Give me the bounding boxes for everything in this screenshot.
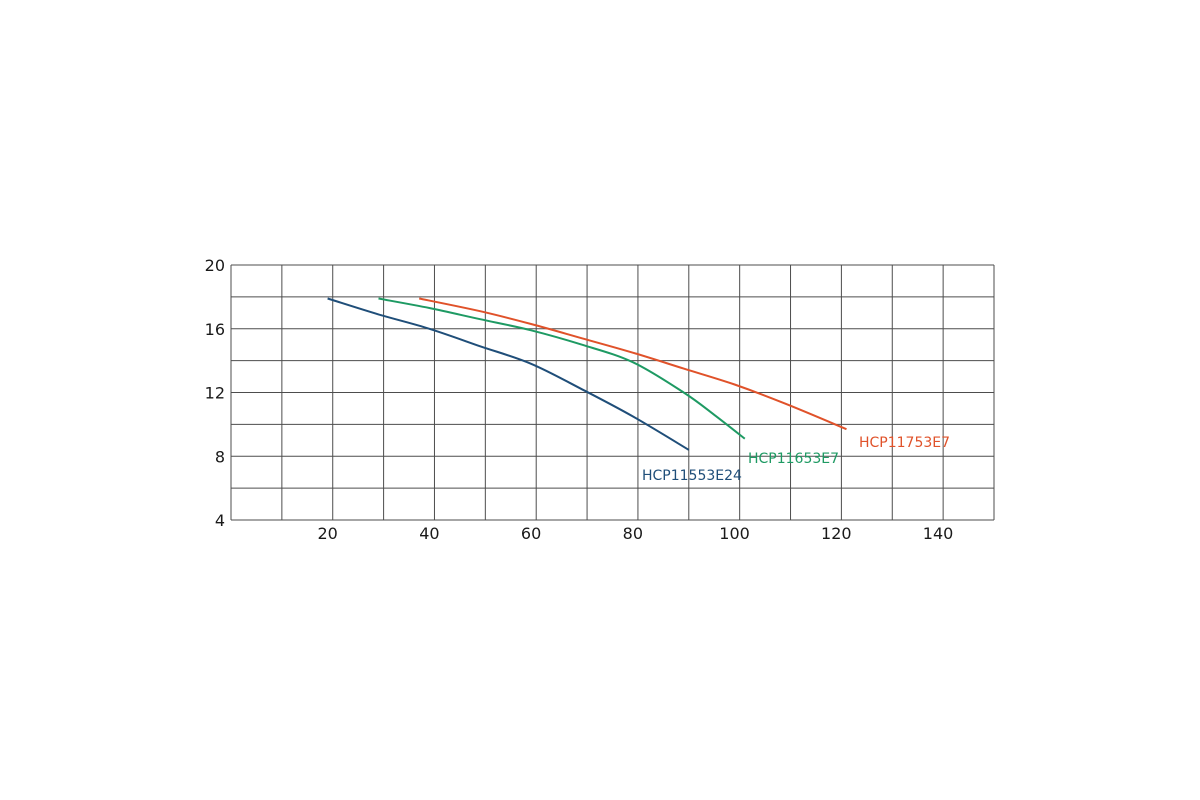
x-tick-label: 40 [419, 524, 439, 543]
y-tick-label: 8 [215, 447, 225, 466]
x-axis-ticks: 20 40 60 80 100 120 140 [317, 524, 953, 543]
x-tick-label: 80 [623, 524, 643, 543]
series-label-hcp11653e7: HCP11653E7 [748, 451, 839, 467]
y-tick-label: 4 [215, 511, 225, 530]
chart-grid [230, 264, 995, 521]
x-tick-label: 100 [719, 524, 750, 543]
y-tick-label: 20 [205, 256, 225, 275]
series-line-hcp11753e7 [418, 297, 847, 431]
y-axis-ticks: 4 8 12 16 20 [205, 256, 225, 530]
x-tick-label: 60 [521, 524, 541, 543]
chart-curves [327, 297, 847, 451]
x-tick-label: 120 [821, 524, 852, 543]
series-line-hcp11553e24 [327, 297, 690, 451]
series-line-hcp11653e7 [378, 297, 746, 440]
y-tick-label: 16 [205, 320, 225, 339]
y-tick-label: 12 [205, 384, 225, 403]
series-label-hcp11553e24: HCP11553E24 [642, 468, 742, 484]
series-label-hcp11753e7: HCP11753E7 [859, 435, 950, 451]
x-tick-label: 140 [923, 524, 954, 543]
x-tick-label: 20 [317, 524, 337, 543]
series-labels: HCP11553E24 HCP11653E7 HCP11753E7 [642, 435, 950, 484]
